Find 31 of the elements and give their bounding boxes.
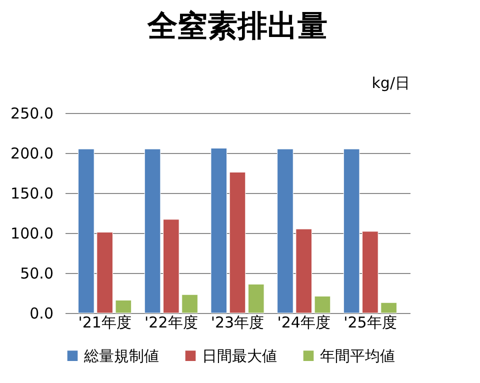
legend-label: 年間平均値 xyxy=(320,346,395,365)
x-tick-label: '25年度 xyxy=(344,314,397,332)
bar xyxy=(210,148,228,314)
x-tick-label: '22年度 xyxy=(144,314,198,332)
bar xyxy=(277,148,294,314)
bar xyxy=(229,172,246,314)
x-tick-label: '21年度 xyxy=(78,314,132,332)
y-tick-label: 100.0 xyxy=(10,224,54,242)
bar xyxy=(380,302,397,314)
bar xyxy=(248,284,264,314)
legend-label: 日間最大値 xyxy=(202,346,277,365)
y-tick-label: 50.0 xyxy=(20,264,54,282)
x-tick-label: '24年度 xyxy=(277,314,330,332)
bar xyxy=(343,148,360,314)
x-tick-label: '23年度 xyxy=(210,314,264,332)
bar xyxy=(162,219,180,314)
bar xyxy=(182,294,198,314)
bar xyxy=(314,296,331,314)
bar xyxy=(296,228,312,314)
bar xyxy=(144,148,161,314)
y-tick-label: 0.0 xyxy=(30,304,54,322)
bar xyxy=(115,300,132,314)
text: kg/日 xyxy=(372,74,410,92)
chart-title: 全窒素排出量 xyxy=(146,9,328,44)
y-tick-label: 150.0 xyxy=(10,184,54,202)
y-tick-label: 250.0 xyxy=(10,104,54,122)
legend-label: 総量規制値 xyxy=(83,346,159,365)
bar xyxy=(362,231,378,314)
y-tick-label: 200.0 xyxy=(10,144,54,162)
bar xyxy=(78,148,94,314)
bar xyxy=(96,232,113,314)
